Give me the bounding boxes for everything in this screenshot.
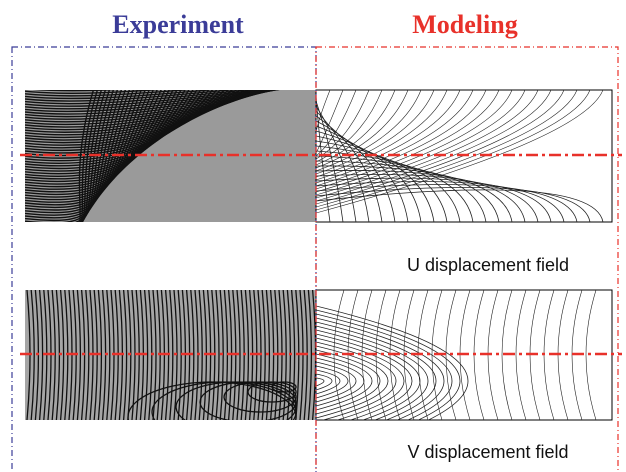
- fringe-line: [25, 81, 326, 90]
- v-caption: V displacement field: [407, 442, 568, 462]
- left-title: Experiment: [112, 10, 244, 39]
- fringe-line: [25, 80, 330, 88]
- u-caption: U displacement field: [407, 255, 569, 275]
- right-title: Modeling: [412, 10, 517, 39]
- figure: Experiment Modeling U displacement field…: [0, 0, 626, 472]
